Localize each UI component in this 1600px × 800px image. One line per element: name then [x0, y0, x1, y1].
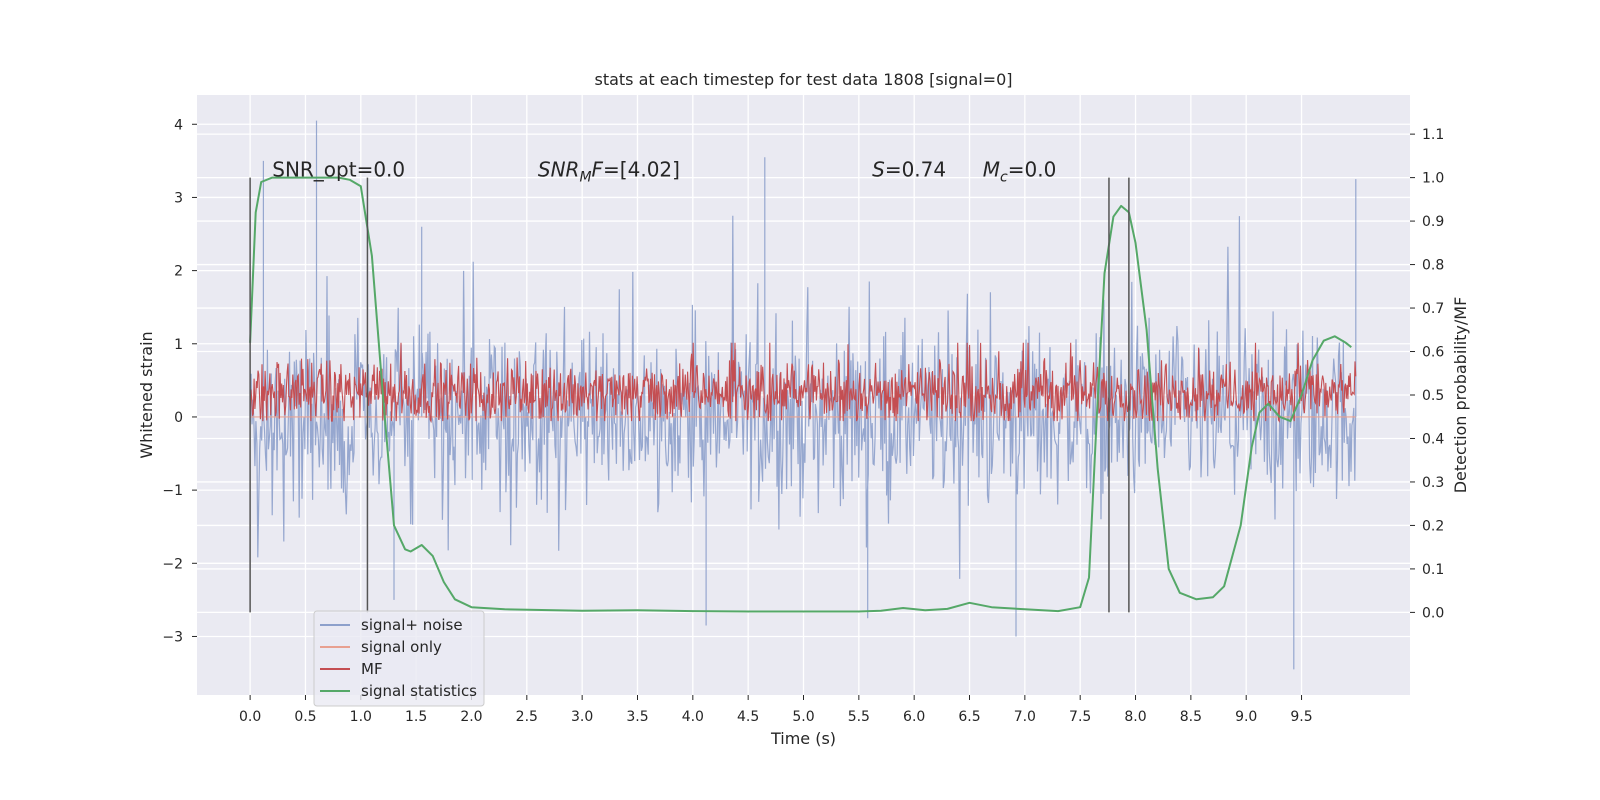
vertical-markers — [249, 177, 1130, 613]
x-tick-label: 4.5 — [737, 709, 759, 725]
y2-tick-label: 0.6 — [1422, 345, 1444, 361]
annotation-s-value: =0.74 — [885, 158, 946, 182]
x-tick-label: 6.5 — [958, 709, 980, 725]
x-tick-label: 3.5 — [626, 709, 648, 725]
x-tick-label: 1.0 — [350, 709, 372, 725]
y-tick-label: −2 — [162, 556, 183, 572]
y-tick-label: 0 — [174, 410, 183, 426]
y2-tick-label: 0.5 — [1422, 388, 1444, 404]
y2-tick-label: 0.2 — [1422, 518, 1444, 534]
annotation-snr-mf-mid: F — [592, 158, 604, 182]
x-tick-label: 5.0 — [792, 709, 814, 725]
y-tick-label: 1 — [174, 337, 183, 353]
x-tick-label: 1.5 — [405, 709, 427, 725]
y2-axis-label: Detection probability/MF — [1451, 297, 1470, 494]
y2-tick-label: 1.0 — [1422, 171, 1444, 187]
x-tick-label: 9.5 — [1290, 709, 1312, 725]
legend-label: signal statistics — [361, 682, 477, 700]
x-tick-label: 6.0 — [903, 709, 925, 725]
legend-box — [313, 610, 485, 707]
x-tick-label: 3.0 — [571, 709, 593, 725]
x-tick-label: 2.0 — [460, 709, 482, 725]
y2-tick-label: 1.1 — [1422, 127, 1444, 143]
y2-tick-label: 0.9 — [1422, 214, 1444, 230]
x-tick-label: 9.0 — [1235, 709, 1257, 725]
y-tick-label: 4 — [174, 117, 183, 133]
annotation-snr-mf: SNRMF=[4.02] — [538, 158, 680, 186]
x-tick-label: 8.0 — [1124, 709, 1146, 725]
x-tick-label: 5.5 — [848, 709, 870, 725]
series-mf — [249, 342, 1357, 423]
annotation-mc: Mc=0.0 — [983, 158, 1057, 186]
y-tick-label: 2 — [174, 264, 183, 280]
y2-tick-label: 0.8 — [1422, 258, 1444, 274]
data-layer — [249, 120, 1357, 670]
y2-tick-label: 0.3 — [1422, 475, 1444, 491]
ticks: 0.0 0.5 1.0 1.5 2.0 2.5 3.0 3.5 4.0 4.5 5.0 5.5 6.0 6… — [162, 117, 1444, 725]
annotation-mc-sub: c — [1000, 170, 1008, 186]
annotation-snr-mf-prefix: SNR — [538, 158, 580, 182]
y-tick-label: −3 — [162, 629, 183, 645]
series-signal-statistics — [249, 176, 1352, 613]
annotation-snr-opt: SNR_opt=0.0 — [272, 158, 405, 182]
legend: signal+ noise signal only MF signal statist… — [313, 610, 485, 707]
y-tick-label: −1 — [162, 483, 183, 499]
y-tick-label: 3 — [174, 190, 183, 206]
legend-label: MF — [361, 660, 383, 678]
y2-tick-label: 0.0 — [1422, 605, 1444, 621]
x-tick-label: 2.5 — [516, 709, 538, 725]
legend-label: signal only — [361, 638, 442, 656]
annotation-snr-mf-sub: M — [579, 170, 591, 186]
x-tick-label: 7.0 — [1014, 709, 1036, 725]
y2-tick-label: 0.7 — [1422, 301, 1444, 317]
x-tick-label: 0.0 — [239, 709, 261, 725]
annotation-mc-prefix: M — [983, 158, 1000, 182]
y2-tick-label: 0.1 — [1422, 562, 1444, 578]
chart-title: stats at each timestep for test data 180… — [594, 70, 1012, 89]
series-signal-noise — [249, 120, 1357, 670]
annotation-snr-mf-value: =[4.02] — [603, 158, 680, 182]
annotation-s-prefix: S — [872, 158, 885, 182]
x-tick-label: 4.0 — [682, 709, 704, 725]
x-tick-label: 7.5 — [1069, 709, 1091, 725]
x-tick-label: 0.5 — [294, 709, 316, 725]
y2-tick-label: 0.4 — [1422, 431, 1444, 447]
y-axis-label: Whitened strain — [137, 331, 156, 458]
legend-label: signal+ noise — [361, 616, 463, 634]
x-axis-label: Time (s) — [770, 729, 836, 748]
annotation-mc-value: =0.0 — [1008, 158, 1057, 182]
x-tick-label: 8.5 — [1180, 709, 1202, 725]
annotation-s-stat: S=0.74 — [872, 158, 946, 182]
